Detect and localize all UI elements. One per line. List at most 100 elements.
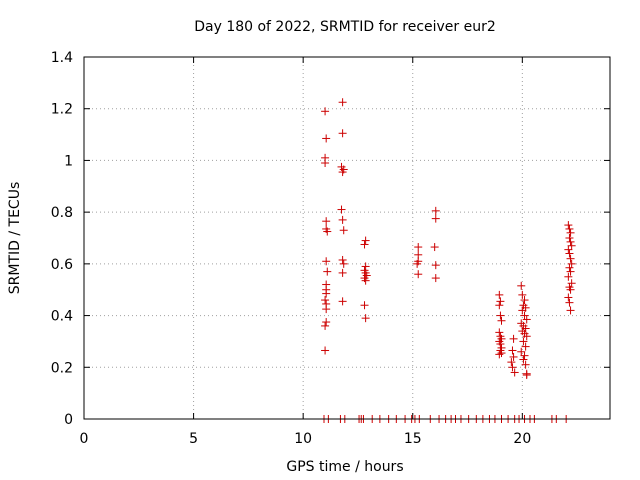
data-point: [495, 328, 504, 337]
x-tick-label: 15: [404, 431, 422, 447]
data-point: [521, 360, 530, 369]
data-point: [566, 254, 575, 263]
data-point: [338, 168, 347, 177]
data-point: [321, 346, 330, 355]
data-point: [430, 243, 439, 252]
data-point: [566, 285, 575, 294]
data-point: [564, 293, 573, 302]
data-point: [564, 272, 573, 281]
data-point: [338, 268, 347, 277]
data-point: [508, 346, 517, 355]
data-point: [565, 263, 574, 272]
y-tick-label: 0: [64, 412, 73, 428]
y-tick-label: 1.4: [51, 50, 73, 66]
data-point: [565, 298, 574, 307]
data-point: [361, 314, 370, 323]
data-point: [338, 297, 347, 306]
data-point: [431, 274, 440, 283]
data-point: [322, 289, 331, 298]
data-point: [497, 316, 506, 325]
y-tick-label: 1.2: [51, 102, 73, 118]
data-point: [361, 236, 370, 245]
data-point: [566, 267, 575, 276]
data-point: [567, 259, 576, 268]
x-tick-label: 5: [189, 431, 198, 447]
data-point: [322, 217, 331, 226]
data-point: [521, 342, 530, 351]
data-point: [510, 368, 519, 377]
y-axis-label: SRMTID / TECUs: [7, 182, 23, 295]
y-tick-label: 1: [64, 153, 73, 169]
data-point: [565, 249, 574, 258]
data-point: [360, 240, 369, 249]
data-point: [565, 224, 574, 233]
data-point: [565, 234, 574, 242]
data-point: [322, 318, 331, 327]
axis-ticks: 0 0.2 0.4 0.6 0.8 1 1.2 1.4 0 5 10 15 20: [51, 50, 610, 447]
data-point: [495, 290, 504, 299]
data-point: [321, 159, 330, 168]
data-point: [322, 305, 331, 314]
data-point: [518, 290, 527, 299]
data-points: [319, 98, 576, 423]
data-point: [323, 227, 332, 236]
data-point: [509, 334, 518, 343]
data-point: [495, 350, 504, 359]
data-point: [360, 301, 369, 310]
data-point: [338, 98, 347, 107]
data-point: [520, 351, 529, 360]
data-point: [496, 311, 505, 320]
y-tick-label: 0.4: [51, 309, 73, 325]
data-point: [522, 371, 531, 380]
data-point: [414, 270, 423, 279]
y-tick-label: 0.6: [51, 257, 73, 273]
data-point: [566, 228, 575, 237]
data-point: [338, 255, 347, 264]
x-tick-label: 10: [294, 431, 312, 447]
data-point: [509, 352, 518, 361]
data-point: [520, 311, 529, 320]
grid-lines: [84, 57, 610, 419]
data-point: [567, 241, 576, 250]
data-point: [566, 237, 575, 246]
data-point: [564, 245, 573, 254]
data-point: [338, 129, 347, 138]
data-point: [323, 267, 332, 276]
y-tick-label: 0.2: [51, 360, 73, 376]
data-point: [495, 301, 504, 310]
data-point: [414, 243, 423, 252]
data-point: [564, 221, 573, 230]
data-point: [519, 337, 528, 346]
data-point: [566, 306, 575, 315]
data-point: [322, 134, 331, 143]
data-point: [522, 332, 531, 341]
x-tick-label: 0: [80, 431, 89, 447]
data-point: [431, 261, 440, 270]
data-point: [337, 205, 346, 214]
data-point: [339, 259, 348, 268]
data-point: [321, 296, 330, 305]
data-point: [496, 297, 505, 306]
data-point: [520, 296, 529, 305]
data-point: [338, 215, 347, 224]
data-point: [508, 363, 517, 372]
chart-title: Day 180 of 2022, SRMTID for receiver eur…: [194, 19, 496, 35]
data-point: [321, 107, 330, 116]
plot-frame: [83, 56, 611, 420]
data-point: [517, 347, 526, 356]
data-point: [518, 306, 527, 315]
data-point: [507, 358, 516, 367]
x-tick-label: 20: [513, 431, 531, 447]
data-point: [339, 226, 348, 235]
data-point: [321, 321, 330, 330]
data-point: [431, 206, 440, 215]
data-point: [361, 276, 370, 285]
data-point: [322, 257, 331, 266]
data-point: [519, 355, 528, 364]
x-axis-label: GPS time / hours: [286, 459, 403, 475]
data-point: [522, 315, 531, 324]
data-point: [431, 214, 440, 223]
data-point: [517, 281, 526, 290]
data-point: [413, 259, 422, 268]
